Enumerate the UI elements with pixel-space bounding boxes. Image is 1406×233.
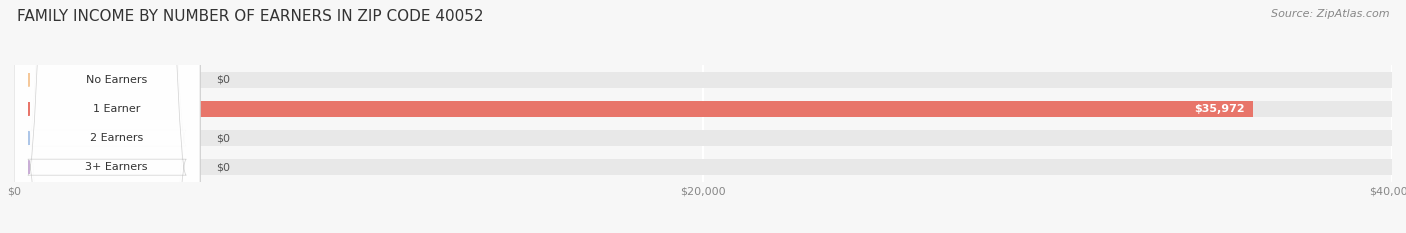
Text: 2 Earners: 2 Earners bbox=[90, 133, 143, 143]
Bar bbox=[14, 159, 1392, 175]
Text: No Earners: No Earners bbox=[86, 75, 148, 85]
FancyBboxPatch shape bbox=[14, 0, 200, 233]
Text: 3+ Earners: 3+ Earners bbox=[86, 162, 148, 172]
Text: $0: $0 bbox=[217, 133, 231, 143]
Text: FAMILY INCOME BY NUMBER OF EARNERS IN ZIP CODE 40052: FAMILY INCOME BY NUMBER OF EARNERS IN ZI… bbox=[17, 9, 484, 24]
FancyBboxPatch shape bbox=[14, 0, 200, 233]
Bar bbox=[14, 101, 1392, 117]
FancyBboxPatch shape bbox=[14, 0, 200, 233]
FancyBboxPatch shape bbox=[14, 0, 200, 233]
Bar bbox=[14, 72, 1392, 88]
Bar bbox=[14, 101, 1253, 117]
Text: 1 Earner: 1 Earner bbox=[93, 104, 141, 114]
Bar bbox=[14, 130, 1392, 146]
Text: Source: ZipAtlas.com: Source: ZipAtlas.com bbox=[1271, 9, 1389, 19]
Text: $35,972: $35,972 bbox=[1194, 104, 1244, 114]
Text: $0: $0 bbox=[217, 75, 231, 85]
Text: $0: $0 bbox=[217, 162, 231, 172]
